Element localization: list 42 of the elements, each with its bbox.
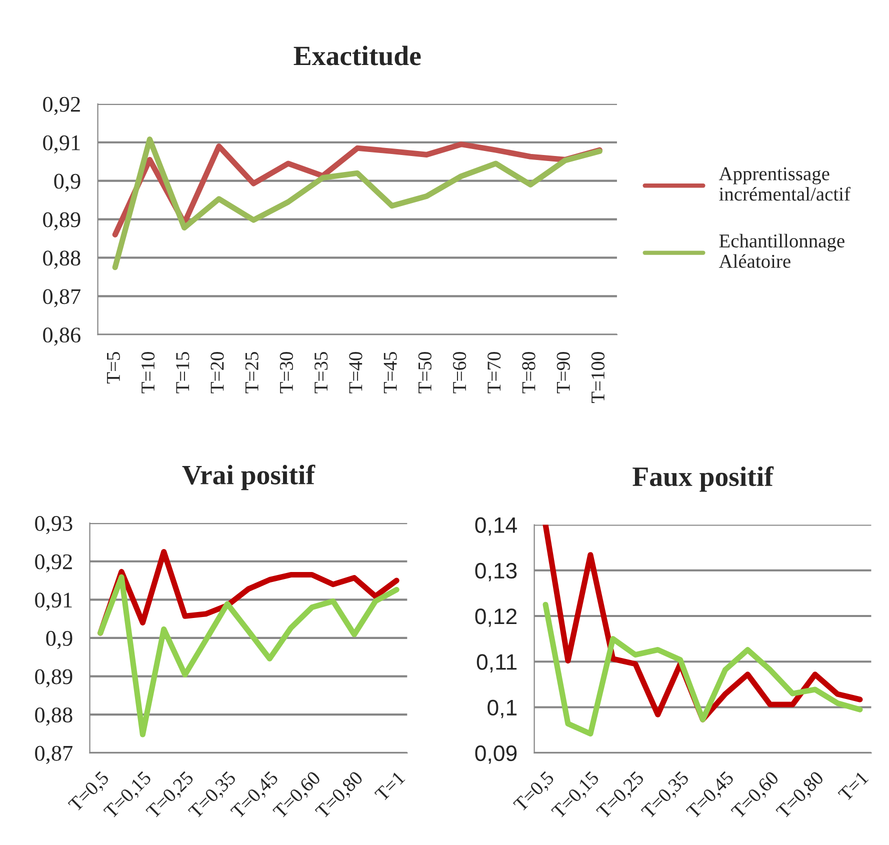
- x-tick-label: T=1: [838, 770, 869, 802]
- chart-title: Faux positif: [632, 466, 774, 492]
- y-tick-label: 0,87: [43, 289, 80, 308]
- y-tick-label: 0,89: [43, 212, 80, 230]
- x-tick-label: T=10: [141, 352, 155, 394]
- y-tick-label: 0,9: [54, 174, 80, 192]
- y-tick-label: 0,14: [475, 517, 517, 536]
- x-tick-label: T=5: [107, 352, 120, 384]
- x-tick-label: T=60: [452, 352, 466, 394]
- y-tick-label: 0,88: [43, 250, 80, 269]
- x-tick-label: T=1: [374, 770, 406, 802]
- x-tick-label: T=40: [349, 352, 362, 394]
- x-tick-label: T=50: [418, 352, 432, 394]
- x-tick-label: T=35: [314, 352, 328, 394]
- x-tick-label: T=15: [176, 352, 190, 394]
- y-tick-label: 0,89: [35, 669, 72, 688]
- chart-title: Vrai positif: [182, 464, 316, 490]
- y-tick-label: 0,13: [475, 562, 517, 582]
- y-tick-label: 0,9: [46, 630, 72, 650]
- y-tick-label: 0,09: [475, 745, 517, 764]
- x-tick-label: T=20: [210, 352, 224, 394]
- x-tick-label: T=45: [384, 352, 397, 394]
- x-tick-label: T=90: [556, 352, 570, 394]
- y-tick-label: 0,86: [43, 328, 80, 346]
- x-tick-label: T=30: [280, 352, 294, 394]
- y-tick-label: 0,88: [35, 708, 72, 726]
- y-tick-label: 0,92: [43, 96, 80, 116]
- y-tick-label: 0,12: [475, 608, 517, 627]
- y-tick-label: 0,1: [488, 700, 517, 718]
- x-tick-label: T=100: [591, 352, 605, 403]
- legend-label: Echantillonnage Aléatoire: [718, 234, 844, 268]
- y-tick-label: 0,87: [35, 746, 72, 764]
- x-tick-label: T=70: [488, 352, 501, 394]
- y-tick-label: 0,91: [43, 135, 80, 154]
- y-tick-label: 0,91: [35, 592, 72, 611]
- y-tick-label: 0,92: [35, 554, 72, 572]
- x-tick-label: T=80: [522, 352, 536, 394]
- chart-title: Exactitude: [294, 46, 421, 66]
- y-tick-label: 0,11: [476, 654, 517, 673]
- x-tick-label: T=25: [245, 352, 258, 394]
- legend-label: Apprentissage incrémental/actif: [718, 167, 850, 201]
- y-tick-label: 0,93: [35, 516, 72, 534]
